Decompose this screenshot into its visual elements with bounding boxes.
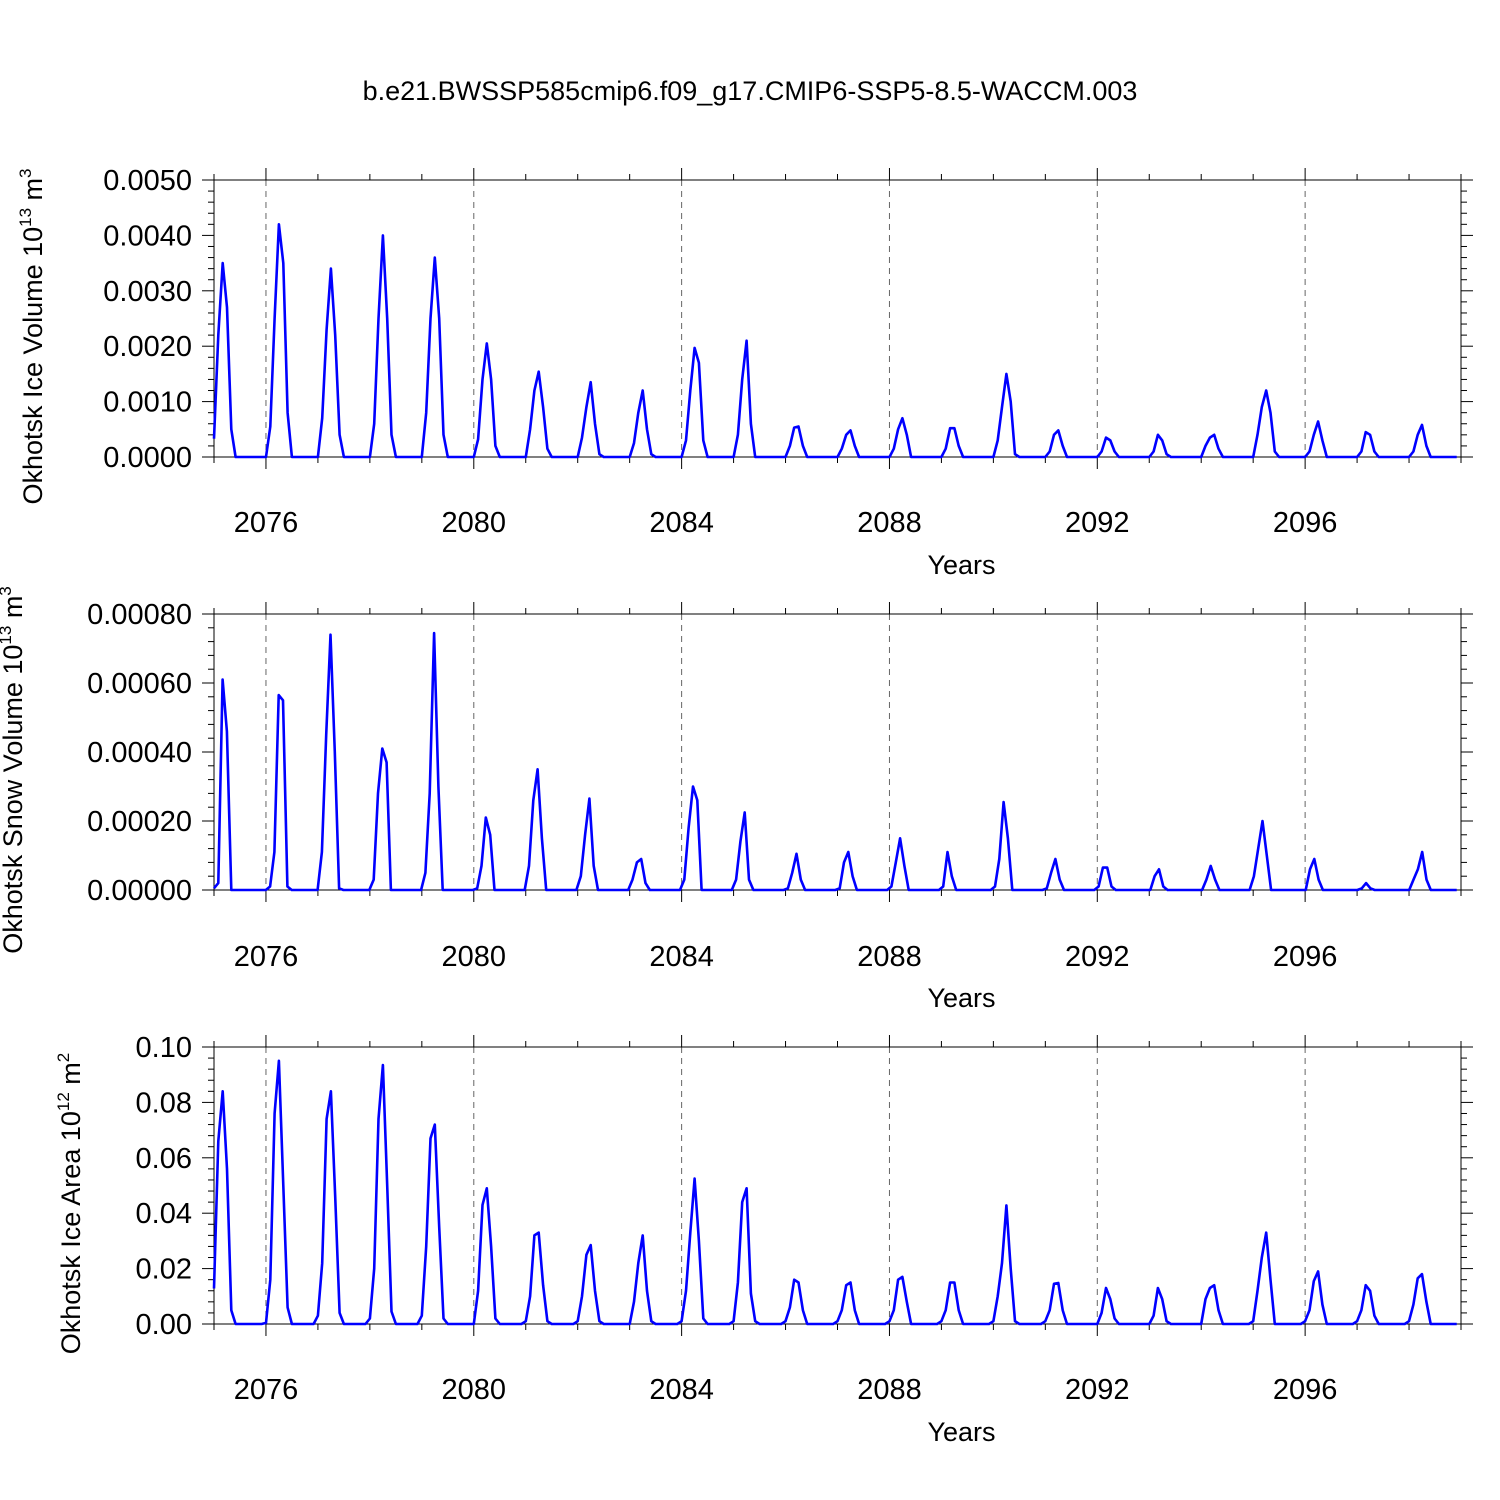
y-axis-title-unit: m <box>0 596 28 626</box>
y-tick-label-1: 0.02 <box>136 1254 192 1286</box>
x-tick-label-2084: 2084 <box>649 507 714 539</box>
y-tick-label-0: 0.0000 <box>103 442 192 474</box>
y-axis-title-unit: m <box>18 178 48 208</box>
snow-volume-panel: 2076 2080 2084 2088 2092 2096 0.00000 0.00020 0.… <box>0 586 1473 1013</box>
y-tick-label-3: 0.00060 <box>87 668 192 700</box>
x-tick-label-2096: 2096 <box>1273 1374 1338 1406</box>
x-tick-label-2080: 2080 <box>442 507 507 539</box>
x-tick-label-2076: 2076 <box>234 507 299 539</box>
x-tick-label-2076: 2076 <box>234 1374 299 1406</box>
y-axis-title: Okhotsk Ice Area 1012 m2 <box>54 1053 86 1355</box>
y-tick-label-0: 0.00 <box>136 1309 192 1341</box>
ice-volume-panel: 2076 2080 2084 2088 2092 2096 0.0000 0.0010 0.00… <box>16 165 1473 580</box>
y-axis-title-unit-exponent: 3 <box>0 586 15 595</box>
plot-frame <box>213 613 1462 891</box>
y-axis-title-unit: m <box>56 1062 86 1092</box>
series-line-2 <box>212 1059 1457 1326</box>
x-axis-title: Years <box>927 550 995 580</box>
x-axis-title: Years <box>927 1417 995 1447</box>
figure-title: b.e21.BWSSP585cmip6.f09_g17.CMIP6-SSP5-8… <box>362 76 1138 106</box>
x-tick-label-2076: 2076 <box>234 941 299 973</box>
series-line-1 <box>212 631 1457 892</box>
y-tick-label-2: 0.00040 <box>87 737 192 769</box>
y-axis-title-unit-exponent: 2 <box>54 1053 73 1062</box>
x-tick-label-2092: 2092 <box>1065 1374 1130 1406</box>
x-axis-title: Years <box>927 983 995 1013</box>
y-axis-title-exponent: 12 <box>54 1092 73 1111</box>
x-tick-label-2080: 2080 <box>442 941 507 973</box>
y-axis-title-exponent: 13 <box>0 626 15 645</box>
y-tick-label-5: 0.10 <box>136 1032 192 1064</box>
y-tick-label-1: 0.00020 <box>87 806 192 838</box>
y-axis-title: Okhotsk Snow Volume 1013 m3 <box>0 586 28 954</box>
x-tick-label-2088: 2088 <box>857 941 922 973</box>
y-axis-title-text: Okhotsk Ice Volume 10 <box>18 227 48 505</box>
y-tick-label-5: 0.0050 <box>103 165 192 197</box>
y-tick-label-2: 0.0020 <box>103 331 192 363</box>
x-tick-label-2092: 2092 <box>1065 507 1130 539</box>
y-tick-label-3: 0.06 <box>136 1143 192 1175</box>
x-tick-label-2096: 2096 <box>1273 507 1338 539</box>
x-tick-label-2092: 2092 <box>1065 941 1130 973</box>
x-tick-label-2084: 2084 <box>649 1374 714 1406</box>
y-axis-title-exponent: 13 <box>16 208 35 227</box>
y-tick-label-2: 0.04 <box>136 1198 192 1230</box>
plot-frame <box>213 1046 1462 1325</box>
y-tick-label-3: 0.0030 <box>103 276 192 308</box>
y-tick-label-4: 0.00080 <box>87 599 192 631</box>
y-axis-title-text: Okhotsk Snow Volume 10 <box>0 645 28 954</box>
y-axis-title: Okhotsk Ice Volume 1013 m3 <box>16 168 48 504</box>
ice-area-panel: 2076 2080 2084 2088 2092 2096 0.00 0.02 0.04 0.06… <box>54 1032 1473 1447</box>
x-tick-label-2084: 2084 <box>649 941 714 973</box>
x-tick-label-2088: 2088 <box>857 507 922 539</box>
y-axis-title-text: Okhotsk Ice Area 10 <box>56 1111 86 1354</box>
y-tick-label-4: 0.0040 <box>103 220 192 252</box>
y-tick-label-4: 0.08 <box>136 1087 192 1119</box>
x-tick-label-2088: 2088 <box>857 1374 922 1406</box>
y-tick-label-1: 0.0010 <box>103 387 192 419</box>
plot-frame <box>213 179 1462 458</box>
series-line-0 <box>212 223 1457 459</box>
x-tick-label-2096: 2096 <box>1273 941 1338 973</box>
y-axis-title-unit-exponent: 3 <box>16 168 35 177</box>
y-tick-label-0: 0.00000 <box>87 875 192 907</box>
x-tick-label-2080: 2080 <box>442 1374 507 1406</box>
